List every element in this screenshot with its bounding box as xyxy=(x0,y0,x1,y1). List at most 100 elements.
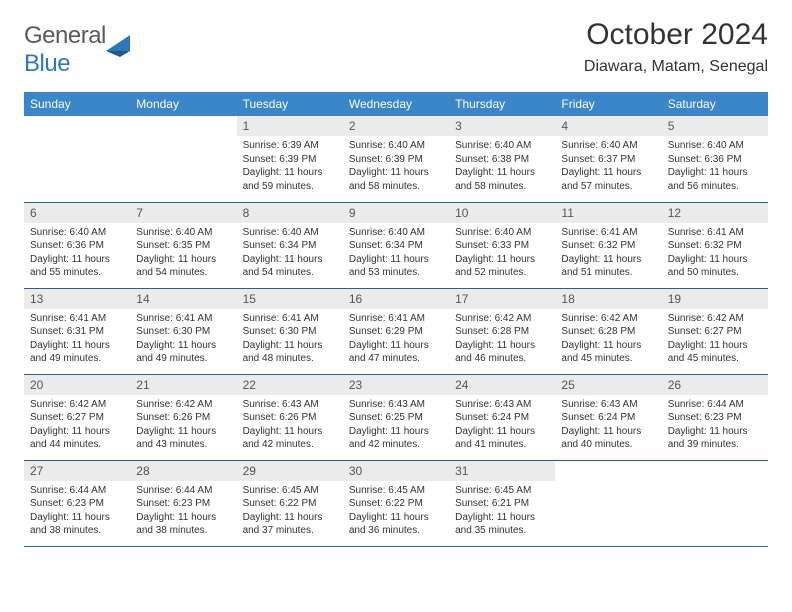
calendar-cell: 8Sunrise: 6:40 AMSunset: 6:34 PMDaylight… xyxy=(237,202,343,288)
calendar-cell: 30Sunrise: 6:45 AMSunset: 6:22 PMDayligh… xyxy=(343,460,449,546)
day-number: 3 xyxy=(449,116,555,136)
day-number: 27 xyxy=(24,461,130,481)
weekday-header: Tuesday xyxy=(237,92,343,116)
weekday-header: Thursday xyxy=(449,92,555,116)
calendar-cell: 17Sunrise: 6:42 AMSunset: 6:28 PMDayligh… xyxy=(449,288,555,374)
calendar-cell: 21Sunrise: 6:42 AMSunset: 6:26 PMDayligh… xyxy=(130,374,236,460)
calendar-row: 6Sunrise: 6:40 AMSunset: 6:36 PMDaylight… xyxy=(24,202,768,288)
calendar-row: 20Sunrise: 6:42 AMSunset: 6:27 PMDayligh… xyxy=(24,374,768,460)
day-body: Sunrise: 6:41 AMSunset: 6:31 PMDaylight:… xyxy=(24,309,130,372)
day-body: Sunrise: 6:41 AMSunset: 6:32 PMDaylight:… xyxy=(662,223,768,286)
calendar-cell: 16Sunrise: 6:41 AMSunset: 6:29 PMDayligh… xyxy=(343,288,449,374)
calendar-cell: 22Sunrise: 6:43 AMSunset: 6:26 PMDayligh… xyxy=(237,374,343,460)
day-number: 10 xyxy=(449,203,555,223)
day-number: 2 xyxy=(343,116,449,136)
day-body: Sunrise: 6:40 AMSunset: 6:37 PMDaylight:… xyxy=(555,136,661,199)
day-number: 13 xyxy=(24,289,130,309)
calendar-cell: 10Sunrise: 6:40 AMSunset: 6:33 PMDayligh… xyxy=(449,202,555,288)
calendar-cell: .. xyxy=(24,116,130,202)
calendar-cell: 25Sunrise: 6:43 AMSunset: 6:24 PMDayligh… xyxy=(555,374,661,460)
day-body: Sunrise: 6:39 AMSunset: 6:39 PMDaylight:… xyxy=(237,136,343,199)
day-number: 5 xyxy=(662,116,768,136)
calendar-cell: 7Sunrise: 6:40 AMSunset: 6:35 PMDaylight… xyxy=(130,202,236,288)
day-number: 30 xyxy=(343,461,449,481)
calendar-row: ....1Sunrise: 6:39 AMSunset: 6:39 PMDayl… xyxy=(24,116,768,202)
day-body: Sunrise: 6:41 AMSunset: 6:30 PMDaylight:… xyxy=(130,309,236,372)
calendar-cell: 20Sunrise: 6:42 AMSunset: 6:27 PMDayligh… xyxy=(24,374,130,460)
day-body: Sunrise: 6:43 AMSunset: 6:24 PMDaylight:… xyxy=(449,395,555,458)
day-body: Sunrise: 6:41 AMSunset: 6:32 PMDaylight:… xyxy=(555,223,661,286)
day-body: Sunrise: 6:40 AMSunset: 6:34 PMDaylight:… xyxy=(343,223,449,286)
calendar-cell: 3Sunrise: 6:40 AMSunset: 6:38 PMDaylight… xyxy=(449,116,555,202)
day-body: Sunrise: 6:43 AMSunset: 6:25 PMDaylight:… xyxy=(343,395,449,458)
day-number: 17 xyxy=(449,289,555,309)
day-number: 22 xyxy=(237,375,343,395)
day-body: Sunrise: 6:42 AMSunset: 6:27 PMDaylight:… xyxy=(662,309,768,372)
weekday-header: Monday xyxy=(130,92,236,116)
day-number: 19 xyxy=(662,289,768,309)
calendar-cell: 26Sunrise: 6:44 AMSunset: 6:23 PMDayligh… xyxy=(662,374,768,460)
day-body: Sunrise: 6:40 AMSunset: 6:38 PMDaylight:… xyxy=(449,136,555,199)
day-body: Sunrise: 6:44 AMSunset: 6:23 PMDaylight:… xyxy=(24,481,130,544)
day-body: Sunrise: 6:42 AMSunset: 6:27 PMDaylight:… xyxy=(24,395,130,458)
day-number: 12 xyxy=(662,203,768,223)
calendar-cell: 11Sunrise: 6:41 AMSunset: 6:32 PMDayligh… xyxy=(555,202,661,288)
day-number: 11 xyxy=(555,203,661,223)
day-number: 7 xyxy=(130,203,236,223)
day-body: Sunrise: 6:40 AMSunset: 6:36 PMDaylight:… xyxy=(24,223,130,286)
day-number: 29 xyxy=(237,461,343,481)
calendar-row: 13Sunrise: 6:41 AMSunset: 6:31 PMDayligh… xyxy=(24,288,768,374)
day-number: 25 xyxy=(555,375,661,395)
day-number: 21 xyxy=(130,375,236,395)
calendar-cell: .. xyxy=(555,460,661,546)
day-body: Sunrise: 6:40 AMSunset: 6:39 PMDaylight:… xyxy=(343,136,449,199)
weekday-header: Friday xyxy=(555,92,661,116)
day-number: 8 xyxy=(237,203,343,223)
brand-triangle-icon xyxy=(106,35,134,62)
calendar-cell: 27Sunrise: 6:44 AMSunset: 6:23 PMDayligh… xyxy=(24,460,130,546)
calendar-row: 27Sunrise: 6:44 AMSunset: 6:23 PMDayligh… xyxy=(24,460,768,546)
day-body: Sunrise: 6:40 AMSunset: 6:34 PMDaylight:… xyxy=(237,223,343,286)
calendar-cell: 5Sunrise: 6:40 AMSunset: 6:36 PMDaylight… xyxy=(662,116,768,202)
day-number: 28 xyxy=(130,461,236,481)
weekday-header-row: SundayMondayTuesdayWednesdayThursdayFrid… xyxy=(24,92,768,116)
calendar-cell: 1Sunrise: 6:39 AMSunset: 6:39 PMDaylight… xyxy=(237,116,343,202)
day-number: 15 xyxy=(237,289,343,309)
calendar-cell: 29Sunrise: 6:45 AMSunset: 6:22 PMDayligh… xyxy=(237,460,343,546)
day-body: Sunrise: 6:45 AMSunset: 6:22 PMDaylight:… xyxy=(237,481,343,544)
day-body: Sunrise: 6:40 AMSunset: 6:33 PMDaylight:… xyxy=(449,223,555,286)
location-text: Diawara, Matam, Senegal xyxy=(584,58,768,76)
day-number: 26 xyxy=(662,375,768,395)
calendar-cell: 12Sunrise: 6:41 AMSunset: 6:32 PMDayligh… xyxy=(662,202,768,288)
day-body: Sunrise: 6:43 AMSunset: 6:26 PMDaylight:… xyxy=(237,395,343,458)
brand-part1: General xyxy=(24,22,106,49)
day-body: Sunrise: 6:42 AMSunset: 6:26 PMDaylight:… xyxy=(130,395,236,458)
day-number: 14 xyxy=(130,289,236,309)
day-number: 18 xyxy=(555,289,661,309)
calendar-cell: 4Sunrise: 6:40 AMSunset: 6:37 PMDaylight… xyxy=(555,116,661,202)
day-body: Sunrise: 6:45 AMSunset: 6:21 PMDaylight:… xyxy=(449,481,555,544)
brand-logo: General Blue xyxy=(24,18,134,78)
calendar-cell: .. xyxy=(662,460,768,546)
day-body: Sunrise: 6:40 AMSunset: 6:35 PMDaylight:… xyxy=(130,223,236,286)
day-body: Sunrise: 6:43 AMSunset: 6:24 PMDaylight:… xyxy=(555,395,661,458)
calendar-cell: 13Sunrise: 6:41 AMSunset: 6:31 PMDayligh… xyxy=(24,288,130,374)
calendar-cell: .. xyxy=(130,116,236,202)
calendar-cell: 14Sunrise: 6:41 AMSunset: 6:30 PMDayligh… xyxy=(130,288,236,374)
calendar-cell: 31Sunrise: 6:45 AMSunset: 6:21 PMDayligh… xyxy=(449,460,555,546)
calendar-table: SundayMondayTuesdayWednesdayThursdayFrid… xyxy=(24,92,768,547)
day-number: 16 xyxy=(343,289,449,309)
day-number: 4 xyxy=(555,116,661,136)
calendar-cell: 9Sunrise: 6:40 AMSunset: 6:34 PMDaylight… xyxy=(343,202,449,288)
weekday-header: Wednesday xyxy=(343,92,449,116)
weekday-header: Sunday xyxy=(24,92,130,116)
calendar-cell: 18Sunrise: 6:42 AMSunset: 6:28 PMDayligh… xyxy=(555,288,661,374)
day-body: Sunrise: 6:40 AMSunset: 6:36 PMDaylight:… xyxy=(662,136,768,199)
day-body: Sunrise: 6:42 AMSunset: 6:28 PMDaylight:… xyxy=(449,309,555,372)
weekday-header: Saturday xyxy=(662,92,768,116)
day-body: Sunrise: 6:42 AMSunset: 6:28 PMDaylight:… xyxy=(555,309,661,372)
calendar-cell: 19Sunrise: 6:42 AMSunset: 6:27 PMDayligh… xyxy=(662,288,768,374)
calendar-cell: 23Sunrise: 6:43 AMSunset: 6:25 PMDayligh… xyxy=(343,374,449,460)
day-body: Sunrise: 6:45 AMSunset: 6:22 PMDaylight:… xyxy=(343,481,449,544)
calendar-cell: 6Sunrise: 6:40 AMSunset: 6:36 PMDaylight… xyxy=(24,202,130,288)
